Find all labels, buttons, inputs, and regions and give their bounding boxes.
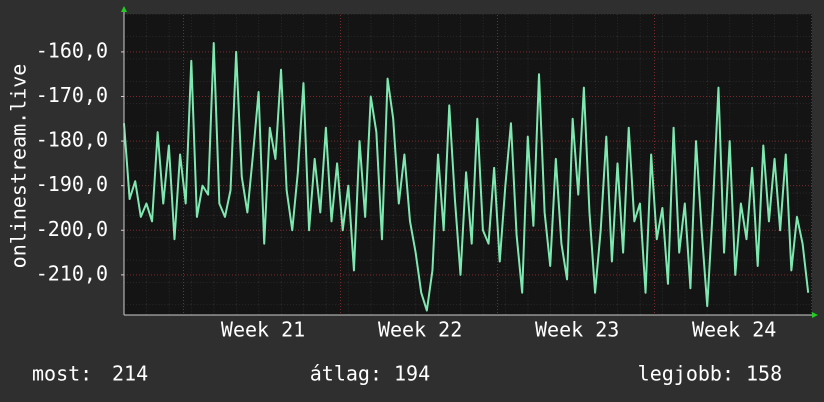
stat-label: legjobb: (638, 362, 734, 386)
x-tick-label: Week 24 (692, 318, 776, 342)
stat-value: 194 (394, 362, 430, 386)
y-axis-label: onlinestream.live (7, 64, 31, 269)
axis-arrow (812, 312, 818, 318)
x-tick-label: Week 21 (221, 318, 305, 342)
series-line (123, 41, 810, 312)
x-tick-label: Week 23 (535, 318, 619, 342)
y-tick-label: -170,0 (36, 83, 108, 107)
y-tick-label: -200,0 (36, 217, 108, 241)
y-tick-label: -210,0 (36, 261, 108, 285)
axis-arrow (121, 6, 127, 12)
y-tick-label: -180,0 (36, 128, 108, 152)
stat-value: 158 (746, 362, 782, 386)
y-tick-label: -190,0 (36, 172, 108, 196)
x-tick-label: Week 22 (378, 318, 462, 342)
stats: most: 214 átlag: 194 legjobb: 158 (32, 362, 782, 386)
stat-label: most: (32, 362, 92, 386)
plot-layer (123, 41, 812, 312)
stat-value: 214 (112, 362, 148, 386)
y-tick-label: -160,0 (36, 38, 108, 62)
stat-label: átlag: (310, 362, 382, 386)
